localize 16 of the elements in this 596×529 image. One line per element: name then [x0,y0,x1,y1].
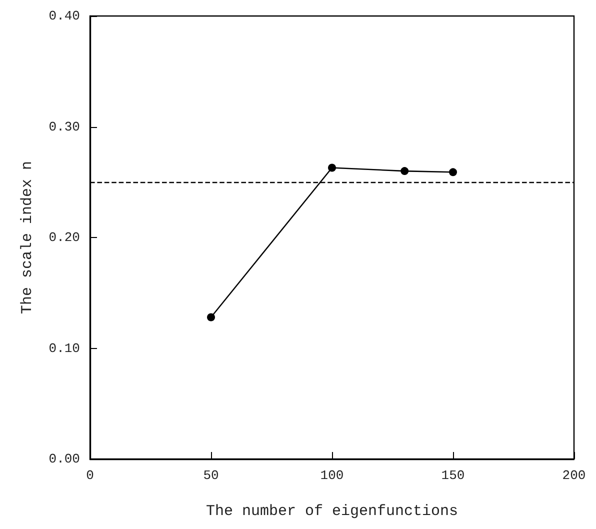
point [400,167,409,176]
y-tick-label: 0.20 [48,230,80,245]
x-axis-title: The number of eigenfunctions [206,503,458,520]
point [207,313,215,322]
y-axis-title: The scale index n [19,160,36,314]
y-tick-label: 0.00 [48,452,80,466]
point [328,164,336,172]
x-tick-label: 200 [562,468,586,483]
y-tick-label: 0.40 [48,8,80,24]
point [449,168,457,176]
y-tick-label: 0.30 [48,119,80,134]
y-tick-label: 0.10 [48,340,80,356]
x-tick-label: 100 [320,468,344,483]
x-tick-label: 50 [203,468,219,483]
x-tick-label: 0 [86,468,94,483]
x-tick-label: 150 [441,468,465,483]
